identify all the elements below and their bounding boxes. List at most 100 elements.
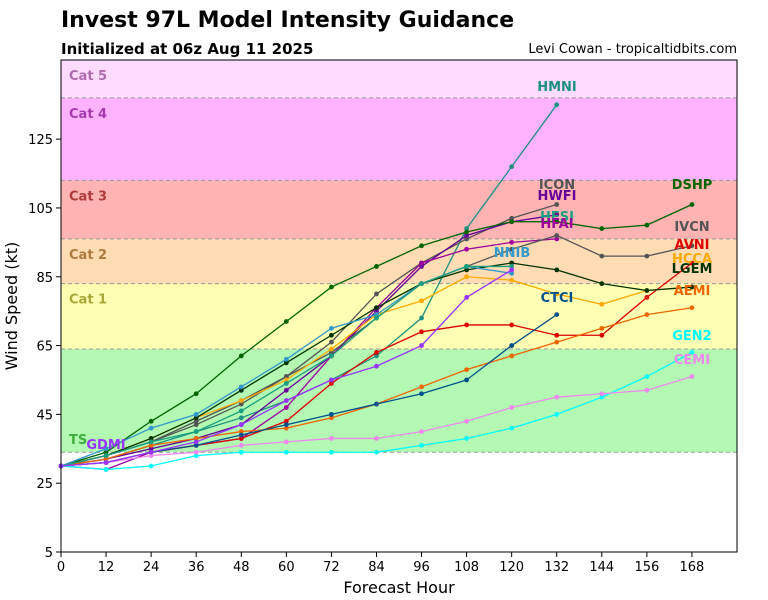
series-label-cemi: CEMI bbox=[674, 353, 710, 368]
series-line-hfai bbox=[60, 238, 557, 471]
data-point-hwfi bbox=[419, 264, 424, 269]
data-point-icon bbox=[554, 202, 560, 207]
data-point-nnib bbox=[103, 446, 109, 452]
data-point-icon bbox=[238, 401, 244, 407]
data-point-aemi bbox=[599, 325, 605, 331]
data-point-hfsi bbox=[103, 453, 109, 459]
series-label-aemi: AEMI bbox=[674, 284, 711, 299]
data-point-dshp bbox=[599, 226, 605, 231]
data-point-avni bbox=[283, 418, 289, 424]
x-tick-label: 60 bbox=[278, 560, 295, 575]
data-point-lgem bbox=[644, 288, 650, 293]
x-tick-label: 36 bbox=[188, 560, 205, 575]
data-point-aemi bbox=[283, 425, 289, 431]
data-point-dshp bbox=[238, 353, 244, 359]
data-point-hcca bbox=[329, 346, 334, 352]
data-point-nnib bbox=[374, 312, 379, 318]
data-point-lgem bbox=[238, 387, 244, 393]
data-point-lgem bbox=[193, 415, 199, 421]
chart-title: Invest 97L Model Intensity Guidance bbox=[61, 8, 515, 33]
x-tick-label: 84 bbox=[368, 560, 385, 575]
data-point-ivcn bbox=[644, 253, 650, 259]
data-point-avni bbox=[419, 329, 424, 335]
band-label: Cat 1 bbox=[69, 293, 107, 308]
series-label-hmni: HMNI bbox=[537, 80, 577, 95]
data-point-avni bbox=[554, 332, 560, 338]
x-tick-label: 12 bbox=[98, 560, 115, 575]
data-point-dshp bbox=[374, 264, 379, 269]
data-point-dshp bbox=[689, 202, 695, 207]
series-label-nnib: NNIB bbox=[494, 246, 531, 261]
data-point-gdmi bbox=[148, 449, 154, 455]
data-point-dshp bbox=[283, 319, 289, 324]
series-label-ivcn: IVCN bbox=[674, 220, 709, 235]
series-line-hwfi bbox=[60, 214, 557, 467]
data-point-ivcn bbox=[283, 374, 289, 379]
data-point-dshp bbox=[103, 449, 109, 455]
data-point-hfai bbox=[509, 239, 515, 245]
data-point-ctci bbox=[419, 391, 424, 397]
data-point-gen2 bbox=[329, 449, 334, 455]
data-point-cemi bbox=[193, 449, 199, 455]
data-point-nnib bbox=[148, 425, 154, 431]
data-point-lgem bbox=[554, 267, 560, 273]
data-point-gen2 bbox=[599, 394, 605, 400]
data-point-gen2 bbox=[689, 350, 695, 355]
series-label-lgem: LGEM bbox=[672, 262, 713, 277]
band-label: Cat 3 bbox=[69, 189, 107, 204]
data-point-nnib bbox=[238, 384, 244, 390]
data-point-ctci bbox=[238, 432, 244, 438]
data-point-ctci bbox=[374, 401, 379, 407]
data-point-ctci bbox=[554, 312, 560, 318]
data-point-gdmi bbox=[464, 294, 469, 300]
band-label: Cat 5 bbox=[69, 69, 107, 84]
data-point-cemi bbox=[599, 391, 605, 397]
data-point-hfsi bbox=[148, 439, 154, 445]
data-point-cemi bbox=[283, 439, 289, 445]
data-point-dshp bbox=[329, 284, 334, 290]
data-point-nnib bbox=[509, 270, 515, 276]
data-point-icon bbox=[374, 291, 379, 297]
data-point-ivcn bbox=[193, 418, 199, 424]
data-point-aemi bbox=[689, 305, 695, 311]
data-point-hcca bbox=[419, 298, 424, 304]
data-point-lgem bbox=[509, 260, 515, 266]
x-tick-label: 168 bbox=[680, 560, 705, 575]
data-point-lgem bbox=[464, 267, 469, 273]
y-axis-label: Wind Speed (kt) bbox=[2, 242, 21, 371]
data-point-gen2 bbox=[103, 467, 109, 472]
chart-credit: Levi Cowan - tropicaltidbits.com bbox=[528, 42, 737, 57]
data-point-gdmi bbox=[103, 460, 109, 465]
data-point-gen2 bbox=[419, 442, 424, 448]
data-point-hmni bbox=[464, 226, 469, 231]
data-point-hmni bbox=[374, 353, 379, 359]
data-point-ivcn bbox=[599, 253, 605, 259]
data-point-hwfi bbox=[464, 233, 469, 238]
data-point-aemi bbox=[329, 415, 334, 421]
data-point-cemi bbox=[329, 436, 334, 441]
y-tick-label: 65 bbox=[36, 340, 53, 355]
data-point-gen2 bbox=[509, 425, 515, 431]
data-point-gen2 bbox=[193, 453, 199, 459]
data-point-dshp bbox=[193, 391, 199, 397]
data-point-gdmi bbox=[329, 377, 334, 383]
x-tick-label: 48 bbox=[233, 560, 250, 575]
series-label-hfsi: HFSI bbox=[540, 210, 574, 225]
series-label-hwfi: HWFI bbox=[538, 189, 577, 204]
data-point-gen2 bbox=[148, 463, 154, 469]
data-point-hwfi bbox=[554, 212, 560, 218]
data-point-hmni bbox=[509, 164, 515, 170]
data-point-icon bbox=[464, 236, 469, 242]
data-point-ivcn bbox=[689, 243, 695, 249]
data-point-hfai bbox=[464, 246, 469, 252]
data-point-nnib bbox=[193, 411, 199, 417]
series-label-gdmi: GDMI bbox=[86, 438, 125, 453]
data-point-lgem bbox=[283, 360, 289, 366]
series-label-avni: AVNI bbox=[675, 238, 710, 253]
series-label-gen2: GEN2 bbox=[672, 329, 711, 344]
band-label: Cat 4 bbox=[69, 107, 107, 122]
band-cat-3 bbox=[61, 180, 737, 239]
data-point-hfsi bbox=[329, 353, 334, 359]
data-point-hfsi bbox=[509, 264, 515, 269]
